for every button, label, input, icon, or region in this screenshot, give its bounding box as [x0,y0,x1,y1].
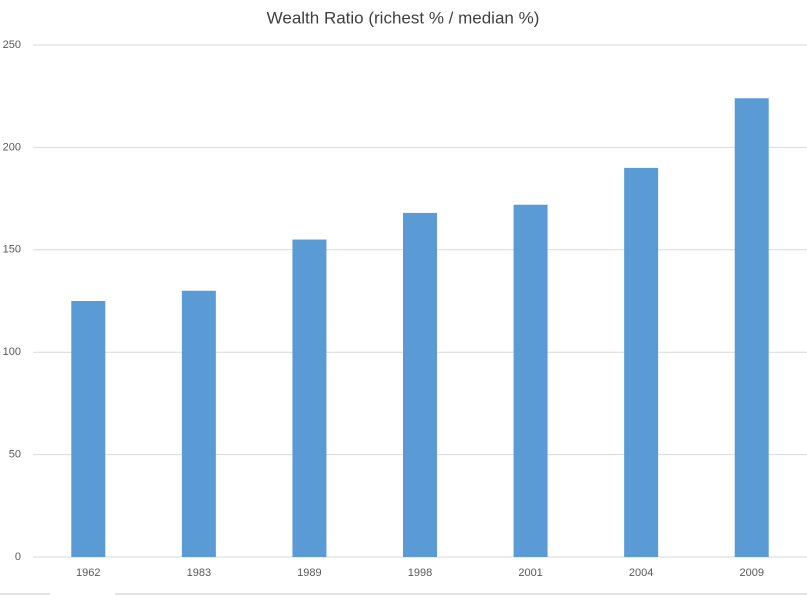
bar [624,167,659,557]
bar [181,290,216,557]
y-tick-label: 50 [9,449,21,461]
bar [292,239,327,557]
x-tick-label: 2009 [739,567,763,579]
x-tick-label: 1983 [187,567,211,579]
chart-title: Wealth Ratio (richest % / median %) [267,8,540,27]
x-tick-label: 2004 [629,567,653,579]
bar [734,98,769,558]
bar [513,204,548,557]
x-tick-label: 2001 [518,567,542,579]
x-tick-label: 1962 [76,567,100,579]
y-tick-label: 0 [15,551,21,563]
bar [71,301,106,557]
y-tick-label: 200 [3,141,21,153]
x-tick-label: 1998 [408,567,432,579]
y-tick-label: 250 [3,39,21,51]
x-tick-label: 1989 [297,567,321,579]
y-tick-label: 150 [3,244,21,256]
y-tick-label: 100 [3,346,21,358]
bar [403,212,437,557]
